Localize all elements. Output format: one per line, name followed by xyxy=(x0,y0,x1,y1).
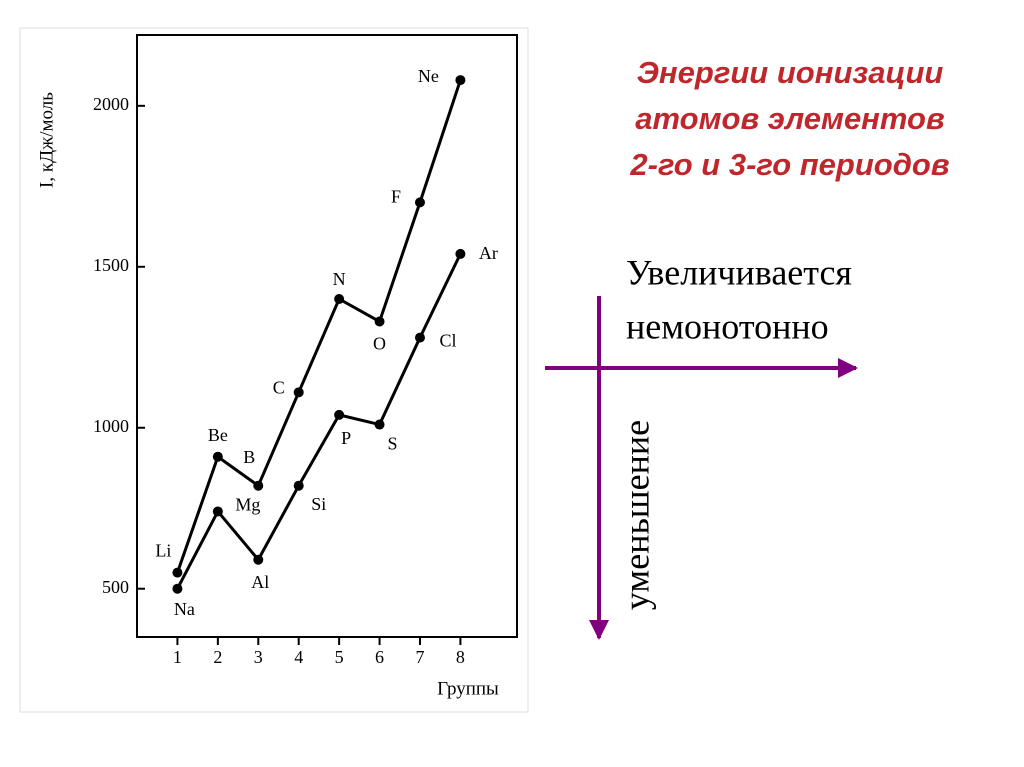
point-label: O xyxy=(373,334,386,354)
data-point xyxy=(172,567,183,578)
data-point xyxy=(253,480,264,491)
x-tick-label: 3 xyxy=(254,647,263,667)
note-line: немонотонно xyxy=(626,306,829,346)
y-tick-label: 2000 xyxy=(93,94,129,114)
x-tick-label: 4 xyxy=(294,647,303,667)
series-line xyxy=(176,253,462,590)
point-label: F xyxy=(391,187,401,207)
point-label: Al xyxy=(251,572,269,592)
x-tick-label: 6 xyxy=(375,647,384,667)
x-tick-label: 8 xyxy=(456,647,465,667)
x-tick-label: 1 xyxy=(173,647,182,667)
point-label: Be xyxy=(208,425,228,445)
vertical-note: уменьшение xyxy=(616,420,656,610)
title-line: Энергии ионизации xyxy=(637,55,944,90)
note-line: Увеличивается xyxy=(626,252,852,292)
data-point xyxy=(212,451,223,462)
x-tick-label: 2 xyxy=(213,647,222,667)
data-point xyxy=(293,480,304,491)
data-point xyxy=(374,419,385,430)
point-label: Cl xyxy=(439,331,456,351)
x-tick-label: 7 xyxy=(415,647,424,667)
series-line xyxy=(176,79,462,574)
data-point xyxy=(455,75,466,86)
data-point xyxy=(172,583,183,594)
x-tick-label: 5 xyxy=(335,647,344,667)
x-axis-title: Группы xyxy=(437,678,499,699)
point-label: S xyxy=(388,434,398,454)
data-point xyxy=(414,197,425,208)
plot-frame xyxy=(136,34,518,638)
y-tick-label: 1000 xyxy=(93,416,129,436)
data-point xyxy=(334,409,345,420)
point-label: Na xyxy=(174,599,195,619)
point-label: B xyxy=(243,447,255,467)
y-tick-label: 1500 xyxy=(93,255,129,275)
data-point xyxy=(414,332,425,343)
data-point xyxy=(374,316,385,327)
image-border xyxy=(19,27,529,713)
point-label: Ar xyxy=(479,243,498,263)
title-line: атомов элементов xyxy=(635,101,944,136)
data-point xyxy=(334,293,345,304)
point-label: Mg xyxy=(235,495,260,515)
point-label: C xyxy=(273,377,285,397)
title-line: 2-го и 3-го периодов xyxy=(629,147,949,182)
data-point xyxy=(212,506,223,517)
point-label: N xyxy=(333,269,346,289)
point-label: Si xyxy=(311,494,326,514)
point-label: Li xyxy=(155,541,171,561)
point-label: Ne xyxy=(418,66,439,86)
data-point xyxy=(253,554,264,565)
data-point xyxy=(455,248,466,259)
point-label: P xyxy=(341,428,351,448)
y-tick-label: 500 xyxy=(102,577,129,597)
data-point xyxy=(293,387,304,398)
y-axis-title: I, кДж/моль xyxy=(36,92,57,188)
